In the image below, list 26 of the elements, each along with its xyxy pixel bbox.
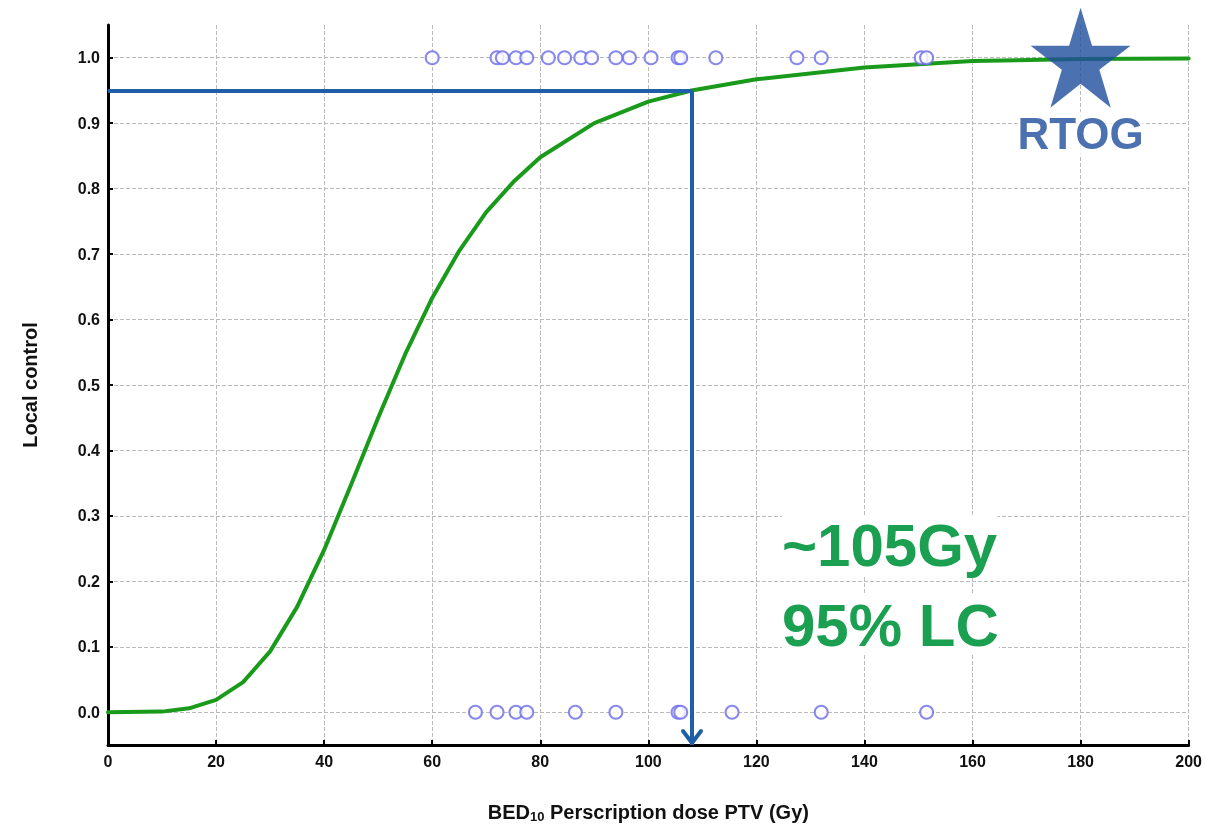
y-tick-label: 0.8 [77, 180, 101, 198]
series-label: RTOG [1017, 109, 1144, 159]
y-tick-label: 0.0 [77, 703, 101, 721]
x-tick-label: 140 [851, 752, 878, 770]
x-tick-label: 80 [531, 752, 550, 770]
y-tick-label: 0.2 [77, 572, 101, 590]
annotation: 95% LC [782, 591, 999, 659]
x-tick-label: 200 [1175, 752, 1203, 770]
x-tick-label: 0 [103, 752, 113, 770]
y-tick-label: 0.6 [77, 311, 101, 329]
y-tick-label: 0.4 [77, 441, 101, 459]
y-tick-label: 0.3 [77, 507, 101, 525]
y-tick-label: 0.9 [77, 114, 101, 132]
x-tick-label: 40 [315, 752, 334, 770]
annotation: ~105Gy [782, 511, 998, 579]
y-axis-title: Local control [19, 322, 41, 448]
x-tick-label: 100 [634, 752, 662, 770]
x-tick-label: 180 [1067, 752, 1095, 770]
y-tick-label: 0.7 [77, 245, 101, 263]
y-tick-label: 0.1 [77, 638, 101, 656]
x-tick-label: 120 [743, 752, 770, 770]
x-tick-label: 160 [959, 752, 986, 770]
y-tick-label: 1.0 [77, 49, 101, 67]
x-tick-label: 20 [207, 752, 226, 770]
y-tick-label: 0.5 [77, 376, 101, 394]
x-tick-label: 60 [423, 752, 442, 770]
